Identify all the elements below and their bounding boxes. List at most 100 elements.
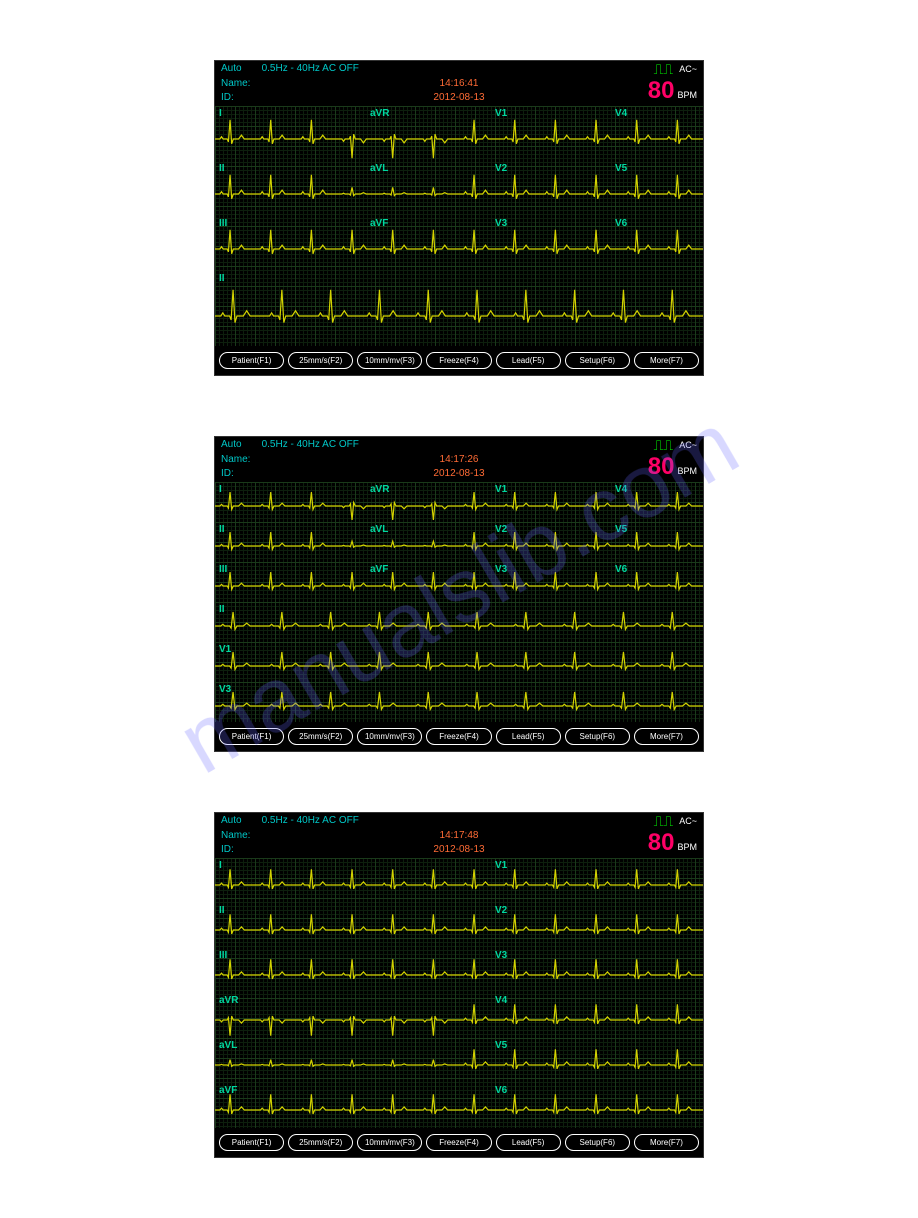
ecg-row: IIaVLV2V5 xyxy=(215,161,703,216)
ecg-grid: IaVRV1V4IIaVLV2V5IIIaVFV3V6IIV1V3 xyxy=(215,482,703,722)
ecg-waveform xyxy=(215,903,703,948)
info-bar: Name: ID: 14:16:41 2012-08-13 80 BPM xyxy=(215,76,703,106)
more-button[interactable]: More(F7) xyxy=(634,352,699,369)
ecg-waveform xyxy=(215,1083,703,1128)
lead-label-V4: V4 xyxy=(495,995,507,1006)
id-label: ID: xyxy=(221,91,250,105)
lead-label-I: I xyxy=(219,860,222,871)
25mms-button[interactable]: 25mm/s(F2) xyxy=(288,352,353,369)
freeze-button[interactable]: Freeze(F4) xyxy=(426,728,491,745)
heartbeat-icon: ⎍⎍ xyxy=(654,816,674,826)
more-button[interactable]: More(F7) xyxy=(634,728,699,745)
filter-label: 0.5Hz - 40Hz AC OFF xyxy=(262,63,359,74)
lead-button[interactable]: Lead(F5) xyxy=(496,1134,561,1151)
lead-label-V4: V4 xyxy=(615,484,627,495)
10mmmv-button[interactable]: 10mm/mv(F3) xyxy=(357,1134,422,1151)
heartbeat-icon: ⎍⎍ xyxy=(654,440,674,450)
bpm-value: 80 xyxy=(648,453,675,481)
ecg-row: V1 xyxy=(215,642,703,682)
lead-label-V5: V5 xyxy=(495,1040,507,1051)
ecg-row: II aVL V2 V5 xyxy=(215,522,703,562)
name-label: Name: xyxy=(221,77,250,91)
ecg-grid: IaVRV1V4IIaVLV2V5IIIaVFV3V6II xyxy=(215,106,703,346)
patient-button[interactable]: Patient(F1) xyxy=(219,352,284,369)
lead-label-II: II xyxy=(219,524,225,535)
lead-label-aVL: aVL xyxy=(370,524,388,535)
freeze-button[interactable]: Freeze(F4) xyxy=(426,352,491,369)
status-bar: Auto 0.5Hz - 40Hz AC OFF ⎍⎍ AC~ xyxy=(215,813,703,828)
25mms-button[interactable]: 25mm/s(F2) xyxy=(288,1134,353,1151)
lead-label-V5: V5 xyxy=(615,163,627,174)
lead-label-aVR: aVR xyxy=(370,484,389,495)
more-button[interactable]: More(F7) xyxy=(634,1134,699,1151)
id-label: ID: xyxy=(221,843,250,857)
date-value: 2012-08-13 xyxy=(433,843,484,857)
patient-button[interactable]: Patient(F1) xyxy=(219,1134,284,1151)
ecg-waveform xyxy=(215,642,703,682)
ecg-waveform xyxy=(215,682,703,722)
ecg-waveform xyxy=(215,562,703,602)
status-bar: Auto 0.5Hz - 40Hz AC OFF ⎍⎍ AC~ xyxy=(215,61,703,76)
ecg-panel-1: Auto 0.5Hz - 40Hz AC OFF ⎍⎍ AC~ Name: ID… xyxy=(214,436,704,752)
lead-button[interactable]: Lead(F5) xyxy=(496,352,561,369)
ecg-panel-0: Auto 0.5Hz - 40Hz AC OFF ⎍⎍ AC~ Name: ID… xyxy=(214,60,704,376)
setup-button[interactable]: Setup(F6) xyxy=(565,1134,630,1151)
lead-label-V6: V6 xyxy=(495,1085,507,1096)
lead-label-III: III xyxy=(219,218,227,229)
lead-label-V1: V1 xyxy=(219,644,231,655)
lead-label-V3: V3 xyxy=(495,564,507,575)
info-bar: Name: ID: 14:17:48 2012-08-13 80 BPM xyxy=(215,828,703,858)
patient-button[interactable]: Patient(F1) xyxy=(219,728,284,745)
ecg-waveform xyxy=(215,602,703,642)
ecg-row: IV1 xyxy=(215,858,703,903)
lead-label-aVR: aVR xyxy=(219,995,238,1006)
mode-label: Auto xyxy=(221,63,242,74)
freeze-button[interactable]: Freeze(F4) xyxy=(426,1134,491,1151)
button-bar: Patient(F1)25mm/s(F2)10mm/mv(F3)Freeze(F… xyxy=(215,346,703,375)
id-label: ID: xyxy=(221,467,250,481)
setup-button[interactable]: Setup(F6) xyxy=(565,352,630,369)
ecg-waveform xyxy=(215,216,703,271)
lead-label-V5: V5 xyxy=(615,524,627,535)
ecg-panel-2: Auto 0.5Hz - 40Hz AC OFF ⎍⎍ AC~ Name: ID… xyxy=(214,812,704,1158)
ecg-row: IIIaVFV3V6 xyxy=(215,562,703,602)
25mms-button[interactable]: 25mm/s(F2) xyxy=(288,728,353,745)
ecg-row: V3 xyxy=(215,682,703,722)
lead-label-aVF: aVF xyxy=(370,218,388,229)
lead-button[interactable]: Lead(F5) xyxy=(496,728,561,745)
setup-button[interactable]: Setup(F6) xyxy=(565,728,630,745)
lead-label-V2: V2 xyxy=(495,524,507,535)
lead-label-II: II xyxy=(219,163,225,174)
ecg-row: II xyxy=(215,602,703,642)
date-value: 2012-08-13 xyxy=(433,91,484,105)
status-bar: Auto 0.5Hz - 40Hz AC OFF ⎍⎍ AC~ xyxy=(215,437,703,452)
lead-label-V1: V1 xyxy=(495,484,507,495)
ecg-row: aVR V4 xyxy=(215,993,703,1038)
date-value: 2012-08-13 xyxy=(433,467,484,481)
lead-label-V6: V6 xyxy=(615,564,627,575)
lead-label-aVF: aVF xyxy=(370,564,388,575)
ecg-waveform xyxy=(215,993,703,1038)
lead-label-V2: V2 xyxy=(495,905,507,916)
lead-label-I: I xyxy=(219,484,222,495)
mode-label: Auto xyxy=(221,815,242,826)
ecg-waveform xyxy=(215,482,703,522)
ecg-waveform xyxy=(215,1038,703,1083)
ac-label: AC~ xyxy=(679,816,697,826)
ecg-waveform xyxy=(215,858,703,903)
ecg-waveform xyxy=(215,106,703,161)
info-bar: Name: ID: 14:17:26 2012-08-13 80 BPM xyxy=(215,452,703,482)
10mmmv-button[interactable]: 10mm/mv(F3) xyxy=(357,352,422,369)
time-value: 14:16:41 xyxy=(433,77,484,91)
lead-label-aVF: aVF xyxy=(219,1085,237,1096)
lead-label-II: II xyxy=(219,273,225,284)
ecg-waveform xyxy=(215,948,703,993)
bpm-unit: BPM xyxy=(677,466,697,476)
ac-label: AC~ xyxy=(679,440,697,450)
10mmmv-button[interactable]: 10mm/mv(F3) xyxy=(357,728,422,745)
ecg-row: IIV2 xyxy=(215,903,703,948)
lead-label-V6: V6 xyxy=(615,218,627,229)
ecg-waveform xyxy=(215,271,703,346)
ecg-row: aVF V6 xyxy=(215,1083,703,1128)
bpm-value: 80 xyxy=(648,77,675,105)
